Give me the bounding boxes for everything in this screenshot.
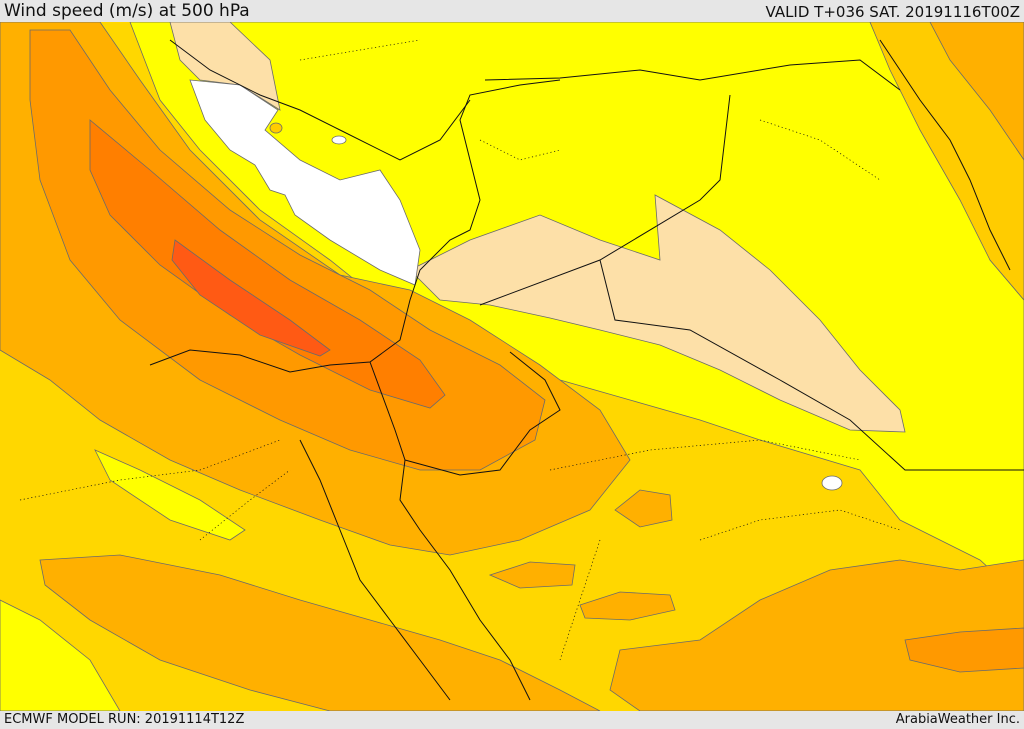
lake-shape — [269, 122, 283, 134]
coastline-mediterranean — [149, 79, 561, 373]
contour-veryhigh-jet — [89, 119, 446, 409]
contour-light-north — [169, 22, 281, 111]
coastline-turkey — [169, 39, 471, 161]
valid-time-label: VALID T+036 SAT. 20191116T00Z — [765, 3, 1020, 21]
contour-elevated-blob2 — [579, 591, 676, 621]
contour-elevated-blob1 — [614, 489, 673, 528]
credit-label: ArabiaWeather Inc. — [895, 712, 1020, 727]
contour-high-se — [904, 627, 1024, 673]
header-bar: Wind speed (m/s) at 500 hPa VALID T+036 … — [0, 0, 1024, 22]
lake-shape — [331, 135, 347, 145]
contour-elevated-south — [39, 554, 601, 711]
coastline-red-sea — [299, 439, 531, 701]
border-dotted — [19, 39, 901, 661]
contour-light-band — [409, 194, 906, 433]
contour-elevated-blob3 — [488, 561, 576, 589]
map-area[interactable] — [0, 22, 1024, 711]
wind-speed-map[interactable] — [0, 22, 1024, 711]
border-line — [369, 59, 1024, 476]
contour-low-south — [0, 599, 121, 711]
coastline-gulf — [879, 39, 1011, 271]
contour-low-strip — [94, 449, 246, 541]
map-title: Wind speed (m/s) at 500 hPa — [4, 1, 250, 21]
contour-jet-core — [171, 239, 331, 357]
contour-elevated-se — [609, 559, 1024, 711]
model-run-label: ECMWF MODEL RUN: 20191114T12Z — [4, 712, 245, 727]
lake-shape — [821, 475, 843, 491]
footer-bar: ECMWF MODEL RUN: 20191114T12Z ArabiaWeat… — [0, 711, 1024, 729]
contour-elevated-east — [929, 22, 1024, 161]
